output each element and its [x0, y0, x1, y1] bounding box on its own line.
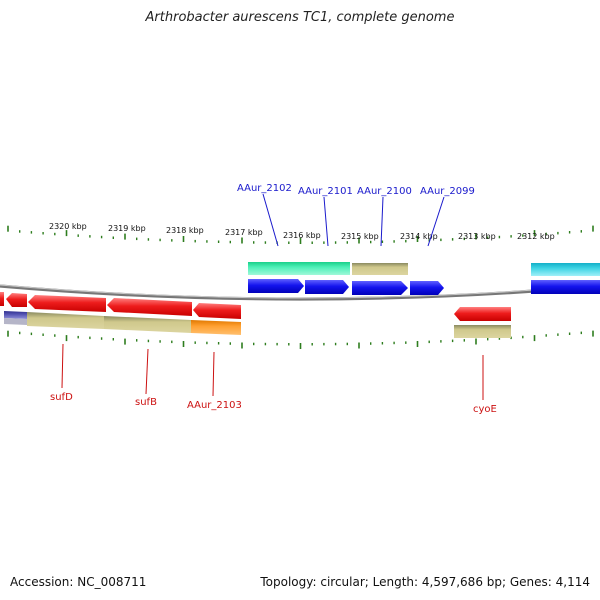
label-aaur-2100[interactable]: AAur_2100 — [357, 186, 412, 197]
gene-small-left[interactable] — [6, 293, 27, 307]
gene-aaur-2102[interactable] — [248, 279, 304, 293]
feature-gray[interactable] — [4, 318, 27, 325]
gene-aaur-2100[interactable] — [352, 281, 408, 295]
kbp-label: 2312 kbp — [517, 232, 555, 241]
feature-orange[interactable] — [191, 320, 241, 335]
feature-green[interactable] — [248, 262, 350, 275]
gene-sufb[interactable] — [107, 298, 192, 316]
gene-cyoe[interactable] — [454, 307, 511, 321]
accession-text: Accession: NC_008711 — [10, 575, 147, 589]
label-aaur-2102[interactable]: AAur_2102 — [237, 183, 292, 194]
map-title: Arthrobacter aurescens TC1, complete gen… — [145, 10, 455, 25]
feature-tan-sufb[interactable] — [104, 316, 191, 333]
label-aaur-2103[interactable]: AAur_2103 — [187, 400, 242, 411]
leader-line — [380, 196, 384, 247]
kbp-label: 2317 kbp — [225, 228, 263, 237]
feature-track-upper — [248, 262, 600, 276]
label-sufd[interactable]: sufD — [50, 392, 73, 403]
genome-summary-text: Topology: circular; Length: 4,597,686 bp… — [260, 575, 590, 589]
gene-aaur-2099[interactable] — [410, 281, 444, 295]
gene-aaur-2101[interactable] — [305, 280, 349, 294]
leader-line — [145, 348, 149, 395]
label-cyoe[interactable]: cyoE — [473, 404, 497, 415]
leader-line — [427, 196, 445, 247]
kbp-label: 2318 kbp — [166, 226, 204, 235]
feature-purple[interactable] — [4, 311, 27, 319]
gene-labels-top: AAur_2102 AAur_2101 AAur_2100 AAur_2099 — [237, 183, 475, 247]
label-aaur-2101[interactable]: AAur_2101 — [298, 186, 353, 197]
gene-left-edge[interactable] — [0, 292, 4, 306]
gene-sufd[interactable] — [28, 295, 106, 312]
kbp-label: 2314 kbp — [400, 232, 438, 241]
gene-track-reverse — [0, 292, 511, 321]
label-aaur-2099[interactable]: AAur_2099 — [420, 186, 475, 197]
leader-line — [323, 196, 329, 247]
genome-backbone-highlight — [0, 284, 600, 299]
kbp-label: 2320 kbp — [49, 222, 87, 231]
leader-line — [212, 351, 215, 397]
gene-track-forward — [248, 279, 600, 295]
kbp-label: 2315 kbp — [341, 232, 379, 241]
feature-cyan[interactable] — [531, 263, 600, 276]
label-sufb[interactable]: sufB — [135, 397, 157, 408]
gene-aaur-2103[interactable] — [193, 303, 241, 319]
scale-ticks-top — [7, 225, 594, 244]
kbp-label: 2319 kbp — [108, 224, 146, 233]
kbp-label: 2313 kbp — [458, 232, 496, 241]
kbp-label: 2316 kbp — [283, 231, 321, 240]
feature-track-lower — [4, 311, 511, 338]
gene-labels-bottom: sufD sufB AAur_2103 cyoE — [50, 343, 497, 415]
feature-tan-sufd[interactable] — [27, 312, 104, 329]
leader-line — [61, 343, 64, 389]
feature-tan[interactable] — [352, 263, 408, 275]
genome-backbone — [0, 284, 600, 301]
feature-tan-cyoe[interactable] — [454, 325, 511, 338]
leader-line — [262, 193, 279, 247]
kbp-scale-labels: 2320 kbp 2319 kbp 2318 kbp 2317 kbp 2316… — [49, 222, 555, 241]
scale-ticks-bottom — [7, 330, 594, 349]
gene-forward-right[interactable] — [531, 280, 600, 294]
